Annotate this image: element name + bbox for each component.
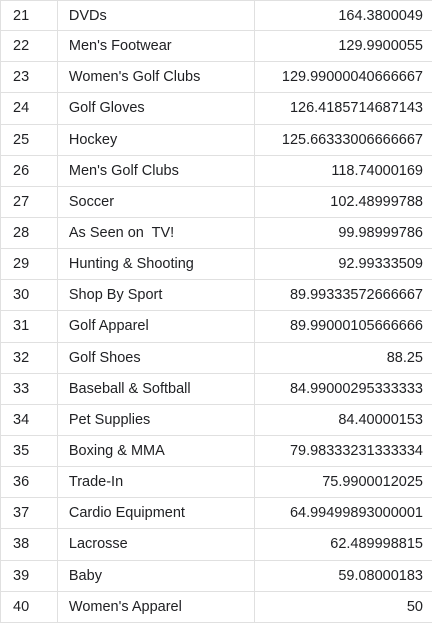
table-row[interactable]: 37 Cardio Equipment 64.99499893000001 (1, 498, 432, 530)
table-row[interactable]: 29 Hunting & Shooting 92.99333509 (1, 249, 432, 281)
value-cell[interactable]: 118.74000169 (331, 162, 423, 179)
row-number: 28 (1, 217, 58, 249)
category-name-cell[interactable]: Shop By Sport (58, 280, 256, 311)
row-number: 34 (1, 404, 58, 435)
table-row[interactable]: 38 Lacrosse 62.489998815 (1, 529, 432, 561)
value-cell[interactable]: 62.489998815 (330, 536, 423, 553)
category-name-cell[interactable]: Hunting & Shooting (58, 249, 256, 280)
category-name-cell[interactable]: Soccer (58, 186, 256, 217)
row-number: 22 (1, 31, 58, 62)
row-number: 32 (1, 342, 58, 373)
table-row[interactable]: 30 Shop By Sport 89.99333572666667 (1, 280, 432, 312)
value-cell[interactable]: 59.08000183 (338, 567, 423, 584)
table-row[interactable]: 33 Baseball & Softball 84.99000295333333 (1, 373, 432, 405)
value-cell[interactable]: 129.99000040666667 (281, 69, 423, 86)
table-row[interactable]: 23 Women's Golf Clubs 129.99000040666667 (1, 62, 432, 94)
value-cell[interactable]: 92.99333509 (338, 256, 423, 273)
value-cell[interactable]: 89.99000105666666 (289, 318, 423, 335)
category-name-cell[interactable]: Pet Supplies (58, 404, 256, 435)
value-cell[interactable]: 84.40000153 (338, 411, 423, 428)
table-row[interactable]: 21 DVDs 164.3800049 (1, 0, 432, 32)
table-row[interactable]: 24 Golf Gloves 126.4185714687143 (1, 93, 432, 125)
row-number: 40 (1, 591, 58, 622)
value-cell[interactable]: 129.9900055 (338, 38, 423, 55)
table-row[interactable]: 28 As Seen on TV! 99.98999786 (1, 217, 432, 250)
row-number: 39 (1, 560, 58, 591)
category-name-cell[interactable]: As Seen on TV! (58, 217, 256, 249)
row-number: 23 (1, 62, 58, 93)
row-number: 24 (1, 93, 58, 124)
category-name-cell[interactable]: Trade-In (58, 467, 256, 498)
row-number: 29 (1, 249, 58, 280)
category-name-cell[interactable]: Hockey (58, 124, 256, 155)
row-number: 36 (1, 467, 58, 498)
category-name-cell[interactable]: Men's Footwear (58, 31, 256, 62)
value-cell[interactable]: 50 (406, 598, 423, 615)
value-cell[interactable]: 126.4185714687143 (289, 100, 423, 117)
value-cell[interactable]: 79.98333231333334 (289, 443, 423, 460)
category-name-cell[interactable]: Baseball & Softball (58, 373, 256, 404)
category-name-cell[interactable]: Cardio Equipment (58, 498, 256, 529)
category-name-cell[interactable]: Women's Golf Clubs (58, 62, 256, 93)
value-cell[interactable]: 99.98999786 (338, 225, 423, 242)
row-number: 33 (1, 373, 58, 404)
row-number: 27 (1, 186, 58, 217)
category-name-cell[interactable]: Baby (58, 560, 256, 591)
table-row[interactable]: 31 Golf Apparel 89.99000105666666 (1, 311, 432, 343)
table-row[interactable]: 39 Baby 59.08000183 (1, 560, 432, 592)
category-name-cell[interactable]: Golf Shoes (58, 342, 256, 373)
value-cell[interactable]: 88.25 (386, 349, 423, 366)
value-cell[interactable]: 64.99499893000001 (289, 505, 423, 522)
table-row[interactable]: 32 Golf Shoes 88.25 (1, 342, 432, 374)
row-number: 26 (1, 155, 58, 186)
table-row[interactable]: 27 Soccer 102.48999788 (1, 186, 432, 218)
category-name-cell[interactable]: Lacrosse (58, 529, 256, 560)
value-cell[interactable]: 125.66333006666667 (281, 131, 423, 148)
value-cell[interactable]: 89.99333572666667 (289, 287, 423, 304)
table-row[interactable]: 34 Pet Supplies 84.40000153 (1, 404, 432, 436)
category-name-cell[interactable]: Men's Golf Clubs (58, 155, 256, 186)
category-name-cell[interactable]: Women's Apparel (58, 591, 256, 622)
row-number: 38 (1, 529, 58, 560)
value-cell[interactable]: 84.99000295333333 (289, 380, 423, 397)
category-name-cell[interactable]: Golf Apparel (58, 311, 256, 342)
row-number: 35 (1, 435, 58, 467)
table-row[interactable]: 36 Trade-In 75.9900012025 (1, 467, 432, 499)
table-row[interactable]: 22 Men's Footwear 129.9900055 (1, 31, 432, 63)
value-cell[interactable]: 75.9900012025 (322, 474, 423, 491)
row-number: 25 (1, 124, 58, 155)
row-number: 21 (1, 1, 58, 31)
table-row[interactable]: 25 Hockey 125.66333006666667 (1, 124, 432, 156)
row-number: 30 (1, 280, 58, 311)
row-number: 31 (1, 311, 58, 342)
category-name-cell[interactable]: Boxing & MMA (58, 435, 256, 467)
table-row[interactable]: 35 Boxing & MMA 79.98333231333334 (1, 435, 432, 468)
category-name-cell[interactable]: Golf Gloves (58, 93, 256, 124)
table-row[interactable]: 26 Men's Golf Clubs 118.74000169 (1, 155, 432, 187)
value-cell[interactable]: 164.3800049 (338, 7, 423, 24)
value-cell[interactable]: 102.48999788 (330, 193, 423, 210)
category-name-cell[interactable]: DVDs (58, 1, 256, 31)
row-number: 37 (1, 498, 58, 529)
table-row[interactable]: 40 Women's Apparel 50 (1, 591, 432, 623)
